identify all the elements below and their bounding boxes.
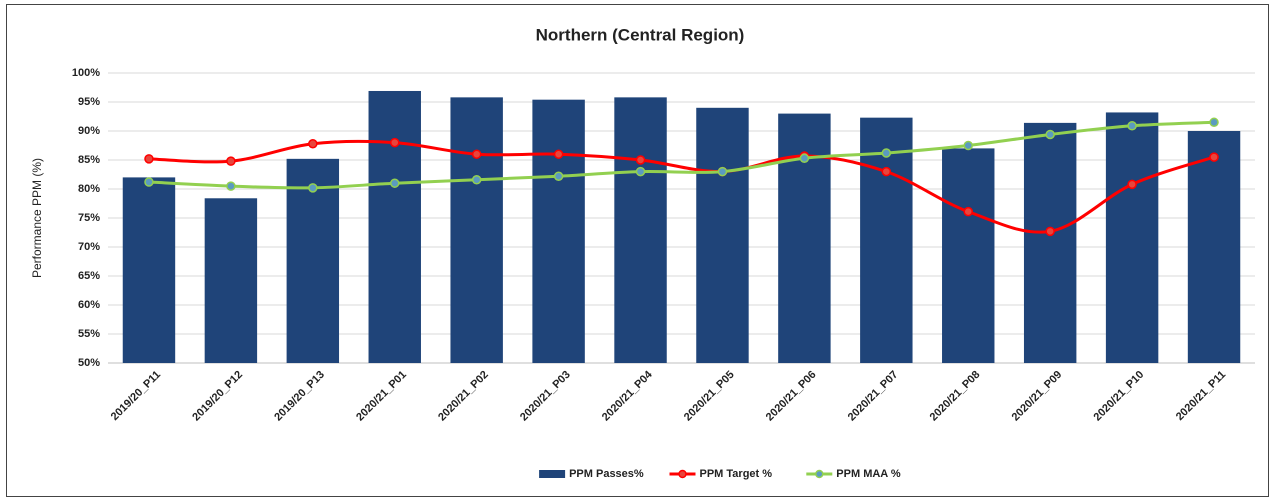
marker	[226, 156, 236, 166]
legend-label: PPM MAA %	[836, 468, 901, 480]
legend-swatch	[539, 470, 566, 478]
bar	[696, 107, 749, 363]
marker	[881, 148, 892, 158]
bar	[1187, 131, 1241, 363]
marker	[471, 174, 482, 185]
y-tick-label: 95%	[78, 96, 100, 108]
legend-label: PPM Target %	[700, 468, 773, 480]
line	[148, 139, 1215, 234]
y-tick-label: 55%	[78, 328, 100, 340]
marker	[963, 140, 973, 151]
bar	[204, 198, 258, 363]
legend-item: PPM Target %	[669, 468, 773, 480]
y-tick-label: 80%	[78, 183, 100, 195]
y-tick-label: 100%	[72, 67, 100, 79]
bar	[450, 97, 503, 364]
marker	[226, 181, 236, 191]
marker	[144, 177, 154, 187]
marker	[553, 149, 564, 159]
bar	[368, 90, 421, 363]
bar	[122, 177, 176, 363]
marker	[635, 166, 646, 177]
marker	[1127, 179, 1137, 190]
y-tick-label: 75%	[78, 212, 100, 224]
marker	[717, 166, 728, 177]
legend-label: PPM Passes%	[569, 468, 644, 480]
marker	[1045, 129, 1055, 140]
marker	[799, 153, 810, 164]
marker	[881, 166, 892, 177]
legend-marker	[678, 469, 687, 479]
y-tick-label: 60%	[78, 299, 100, 311]
marker	[1045, 226, 1055, 237]
marker	[1127, 121, 1137, 131]
marker	[1209, 117, 1219, 128]
bar	[614, 97, 667, 364]
y-tick-label: 70%	[78, 241, 100, 253]
bar	[1023, 122, 1077, 363]
bar	[942, 148, 995, 363]
y-tick-label: 50%	[78, 357, 100, 369]
legend-marker	[815, 469, 824, 479]
bar	[778, 113, 831, 363]
bar	[286, 158, 340, 363]
marker	[471, 149, 482, 159]
marker	[963, 206, 973, 217]
marker	[390, 178, 400, 188]
marker	[308, 183, 318, 193]
marker	[390, 137, 400, 148]
marker	[635, 155, 646, 165]
y-tick-label: 65%	[78, 270, 100, 282]
marker	[308, 139, 318, 149]
marker	[144, 154, 154, 164]
line	[148, 120, 1215, 190]
bar	[860, 117, 913, 363]
y-axis-label: Performance PPM (%)	[30, 158, 44, 278]
legend-item: PPM MAA %	[806, 468, 901, 480]
bar	[532, 99, 585, 364]
y-tick-label: 85%	[78, 154, 100, 166]
marker	[1209, 152, 1219, 162]
legend-item: PPM Passes%	[539, 468, 644, 480]
chart-title: Northern (Central Region)	[536, 25, 745, 44]
bar	[1105, 112, 1159, 363]
y-tick-label: 90%	[78, 125, 100, 137]
marker	[553, 171, 564, 181]
